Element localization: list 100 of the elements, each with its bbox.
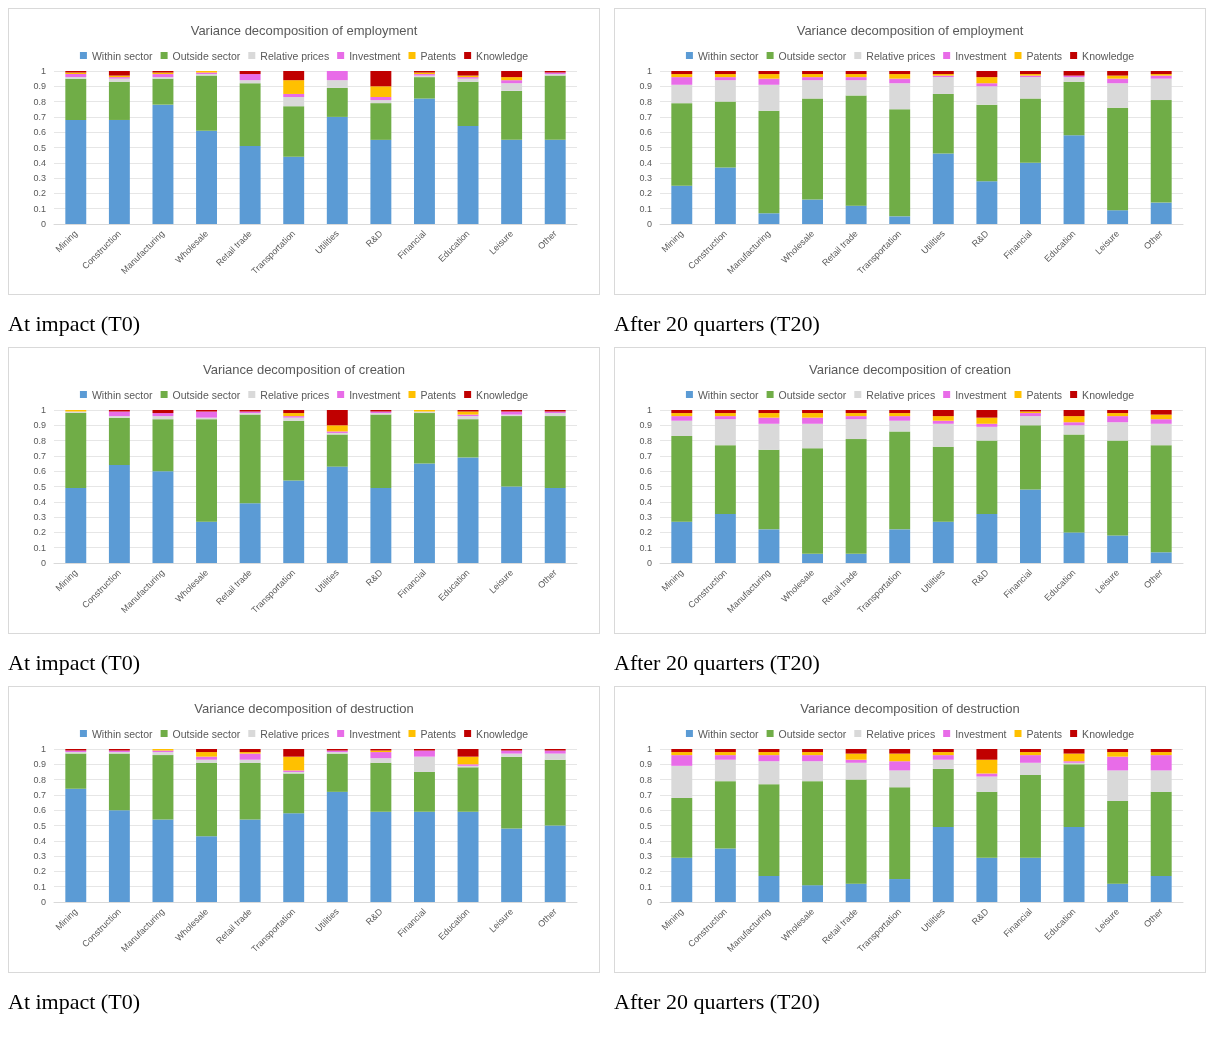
- y-tick-label: 0.2: [33, 188, 46, 199]
- y-tick-label: 0.6: [33, 805, 46, 816]
- y-tick-label: 0.3: [639, 851, 652, 862]
- legend-label: Within sector: [697, 388, 760, 401]
- text: After 20 quarters (T20): [614, 649, 821, 677]
- y-tick-label: 0.5: [33, 820, 46, 831]
- y-tick-label: 0.2: [639, 188, 652, 199]
- legend-label: Within sector: [91, 727, 154, 740]
- legend-label: Patents: [1026, 727, 1063, 740]
- y-tick-label: 1: [40, 744, 46, 754]
- legend-label: Knowledge: [1082, 49, 1135, 62]
- y-tick-label: 0.3: [33, 512, 46, 523]
- legend-label: Patents: [420, 388, 457, 401]
- legend-label: Investment: [955, 727, 1007, 740]
- legend-label: Knowledge: [1082, 727, 1135, 740]
- legend-label: Within sector: [91, 388, 154, 401]
- y-tick-label: 0.6: [639, 127, 652, 138]
- y-tick-label: 0.7: [639, 450, 652, 461]
- chart-title: Variance decomposition of destruction: [194, 701, 414, 716]
- legend-label: Relative prices: [260, 49, 330, 62]
- y-tick-label: 0.3: [33, 851, 46, 862]
- y-tick-label: 0.1: [639, 881, 652, 892]
- y-tick-label: 0.3: [639, 173, 652, 184]
- y-tick-label: 0.8: [33, 435, 46, 446]
- y-tick-label: 0.1: [33, 881, 46, 892]
- legend-label: Patents: [1026, 49, 1063, 62]
- y-tick-label: 1: [646, 66, 652, 76]
- legend-label: Investment: [349, 388, 401, 401]
- y-tick-label: 0.8: [639, 96, 652, 107]
- chart-title: Variance decomposition of employment: [190, 23, 418, 38]
- y-tick-label: 0.4: [639, 835, 652, 846]
- y-tick-label: 0.6: [33, 466, 46, 477]
- text: At impact (T0): [8, 649, 141, 677]
- legend-label: Outside sector: [172, 388, 241, 401]
- y-tick-label: 0.4: [639, 496, 652, 507]
- y-tick-label: 1: [646, 744, 652, 754]
- y-tick-label: 0.8: [33, 96, 46, 107]
- y-tick-label: 0.4: [33, 157, 46, 168]
- y-tick-label: 0.4: [33, 835, 46, 846]
- legend-label: Patents: [1026, 388, 1063, 401]
- legend-label: Outside sector: [172, 727, 241, 740]
- y-tick-label: 0.9: [639, 81, 652, 92]
- y-tick-label: 0.7: [639, 789, 652, 800]
- y-tick-label: 0.9: [639, 420, 652, 431]
- y-tick-label: 0.8: [639, 435, 652, 446]
- y-tick-label: 0.4: [639, 157, 652, 168]
- legend-label: Investment: [349, 49, 401, 62]
- y-tick-label: 0.5: [639, 481, 652, 492]
- legend-label: Knowledge: [476, 727, 529, 740]
- y-tick-label: 0.9: [33, 81, 46, 92]
- legend-label: Investment: [955, 388, 1007, 401]
- y-tick-label: 0.6: [639, 805, 652, 816]
- y-tick-label: 0.7: [33, 450, 46, 461]
- y-tick-label: 0.1: [33, 542, 46, 553]
- legend-label: Within sector: [697, 49, 760, 62]
- y-tick-label: 0.2: [33, 866, 46, 877]
- y-tick-label: 0: [40, 558, 46, 568]
- y-tick-label: 0.7: [33, 111, 46, 122]
- y-tick-label: 1: [646, 405, 652, 415]
- y-tick-label: 0.2: [639, 866, 652, 877]
- legend-label: Relative prices: [866, 49, 936, 62]
- y-tick-label: 0.6: [33, 127, 46, 138]
- y-tick-label: 0.9: [33, 420, 46, 431]
- legend-label: Investment: [955, 49, 1007, 62]
- y-tick-label: 0: [646, 897, 652, 907]
- legend-label: Within sector: [697, 727, 760, 740]
- y-tick-label: 0.7: [639, 111, 652, 122]
- text: At impact (T0): [8, 310, 141, 338]
- y-tick-label: 0.2: [639, 527, 652, 538]
- legend-label: Knowledge: [476, 388, 529, 401]
- legend-label: Relative prices: [260, 727, 330, 740]
- y-tick-label: 0.5: [33, 481, 46, 492]
- y-tick-label: 0.8: [639, 774, 652, 785]
- y-tick-label: 1: [40, 66, 46, 76]
- y-tick-label: 0.3: [33, 173, 46, 184]
- legend-label: Knowledge: [1082, 388, 1135, 401]
- legend-label: Relative prices: [260, 388, 330, 401]
- text: At impact (T0): [8, 988, 141, 1016]
- y-tick-label: 0.8: [33, 774, 46, 785]
- y-tick-label: 0.1: [639, 203, 652, 214]
- chart-title: Variance decomposition of employment: [796, 23, 1024, 38]
- y-tick-label: 0: [646, 219, 652, 229]
- y-tick-label: 0.4: [33, 496, 46, 507]
- y-tick-label: 0.7: [33, 789, 46, 800]
- legend-label: Outside sector: [778, 727, 847, 740]
- y-tick-label: 0.3: [639, 512, 652, 523]
- legend-label: Investment: [349, 727, 401, 740]
- legend-label: Knowledge: [476, 49, 529, 62]
- y-tick-label: 0.5: [33, 142, 46, 153]
- legend-label: Within sector: [91, 49, 154, 62]
- legend-label: Outside sector: [778, 49, 847, 62]
- y-tick-label: 0.1: [639, 542, 652, 553]
- legend-label: Relative prices: [866, 388, 936, 401]
- y-tick-label: 0.9: [639, 759, 652, 770]
- text: After 20 quarters (T20): [614, 310, 821, 338]
- legend-label: Relative prices: [866, 727, 936, 740]
- y-tick-label: 0: [40, 897, 46, 907]
- y-tick-label: 0: [646, 558, 652, 568]
- y-tick-label: 0.1: [33, 203, 46, 214]
- legend-label: Outside sector: [172, 49, 241, 62]
